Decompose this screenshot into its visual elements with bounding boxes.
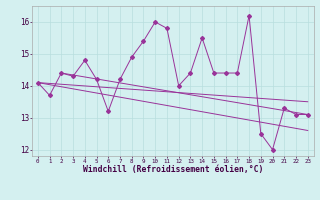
X-axis label: Windchill (Refroidissement éolien,°C): Windchill (Refroidissement éolien,°C) <box>83 165 263 174</box>
